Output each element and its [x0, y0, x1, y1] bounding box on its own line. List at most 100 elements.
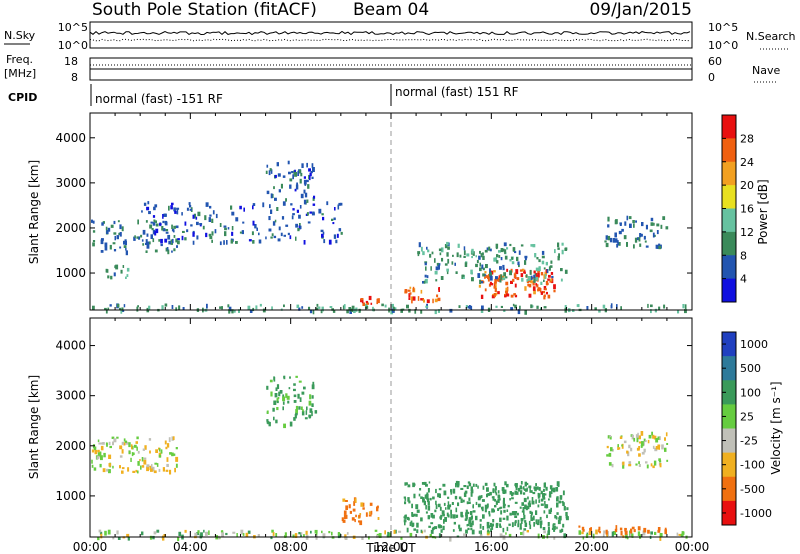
- power-echo-cell: [101, 222, 104, 226]
- power-echo-cell: [192, 240, 195, 245]
- velocity-echo-cell: [640, 444, 643, 448]
- power-echo-cell: [152, 238, 155, 243]
- power-echo-cell: [273, 235, 277, 239]
- velocity-echo-cell: [503, 509, 506, 513]
- velocity-echo-cell: [540, 498, 544, 502]
- velocity-echo-cell: [404, 501, 407, 505]
- power-colorbar-swatch: [722, 115, 736, 139]
- velocity-echo-cell: [547, 526, 550, 531]
- velocity-echo-cell: [507, 504, 510, 508]
- velocity-echo-cell: [119, 445, 123, 450]
- velocity-echo-cell: [553, 536, 556, 540]
- velocity-echo-cell: [561, 528, 564, 533]
- velocity-echo-cell: [463, 533, 466, 536]
- power-echo-cell: [294, 169, 296, 173]
- velocity-echo-cell: [322, 533, 326, 538]
- power-echo-cell: [447, 258, 450, 264]
- velocity-echo-cell: [221, 530, 223, 533]
- power-echo-cell: [497, 291, 500, 295]
- velocity-echo-cell: [439, 506, 442, 511]
- power-echo-cell: [227, 304, 230, 308]
- velocity-echo-cell: [428, 525, 431, 528]
- velocity-echo-cell: [444, 517, 447, 522]
- power-echo-cell: [543, 279, 545, 282]
- power-echo-cell: [633, 244, 635, 249]
- power-echo-cell: [414, 309, 417, 314]
- velocity-echo-cell: [511, 511, 514, 516]
- power-echo-cell: [424, 278, 428, 284]
- power-echo-cell: [303, 199, 307, 205]
- velocity-echo-cell: [482, 485, 485, 490]
- power-echo-cell: [170, 242, 173, 245]
- velocity-echo-cell: [162, 467, 165, 472]
- freq-label-line1: Freq.: [6, 53, 33, 66]
- power-echo-cell: [92, 242, 95, 247]
- velocity-echo-cell: [657, 436, 660, 440]
- velocity-echo-cell: [515, 486, 518, 490]
- velocity-echo-cell: [447, 505, 451, 510]
- velocity-echo-cell: [293, 388, 296, 392]
- velocity-echo-cell: [468, 482, 472, 487]
- velocity-echo-cell: [155, 449, 158, 453]
- velocity-echo-cell: [530, 517, 534, 521]
- power-echo-cell: [538, 266, 541, 272]
- velocity-echo-cell: [269, 379, 273, 383]
- power-echo-cell: [173, 248, 176, 252]
- velocity-echo-cell: [642, 530, 646, 536]
- velocity-echo-cell: [137, 450, 140, 454]
- velocity-echo-cell: [156, 529, 160, 533]
- velocity-echo-cell: [430, 522, 434, 525]
- velocity-echo-cell: [462, 499, 465, 503]
- power-echo-cell: [230, 205, 233, 210]
- power-echo-cell: [495, 292, 498, 296]
- power-echo-cell: [184, 237, 187, 241]
- power-echo-cell: [546, 282, 549, 285]
- time-tick-label: 00:00: [73, 540, 108, 554]
- power-echo-cell: [602, 304, 606, 309]
- velocity-colorbar-tick-label: 100: [740, 386, 761, 399]
- velocity-echo-cell: [658, 436, 661, 441]
- power-echo-cell: [560, 278, 563, 282]
- power-echo-cell: [176, 207, 180, 210]
- velocity-echo-cell: [427, 501, 430, 506]
- power-echo-cell: [269, 204, 271, 209]
- velocity-echo-cell: [158, 448, 161, 452]
- velocity-echo-cell: [274, 393, 278, 398]
- power-echo-cell: [334, 207, 336, 211]
- velocity-echo-cell: [447, 496, 450, 499]
- velocity-echo-cell: [337, 532, 340, 536]
- power-echo-cell: [109, 244, 112, 250]
- velocity-echo-cell: [550, 507, 552, 512]
- velocity-echo-cell: [631, 434, 634, 440]
- velocity-echo-cell: [477, 496, 481, 501]
- velocity-ytick-label: 4000: [55, 339, 86, 353]
- power-echo-cell: [479, 262, 481, 267]
- velocity-echo-cell: [108, 441, 111, 446]
- power-echo-cell: [278, 189, 281, 193]
- power-echo-cell: [518, 264, 520, 268]
- power-echo-cell: [168, 240, 171, 245]
- power-echo-cell: [505, 276, 508, 279]
- velocity-echo-cell: [622, 461, 625, 466]
- velocity-echo-cell: [508, 523, 511, 526]
- power-echo-cell: [446, 241, 449, 246]
- power-echo-cell: [557, 242, 560, 248]
- power-echo-cell: [211, 231, 214, 236]
- velocity-echo-cell: [136, 436, 139, 440]
- velocity-echo-cell: [472, 505, 474, 508]
- power-echo-cell: [268, 228, 272, 232]
- velocity-echo-cell: [619, 436, 623, 439]
- plot-title: South Pole Station (fitACF): [92, 0, 317, 20]
- velocity-echo-cell: [362, 502, 365, 507]
- cpid-segment-2: normal (fast) 151 RF: [395, 85, 519, 99]
- power-echo-cell: [277, 238, 281, 242]
- velocity-echo-cell: [140, 465, 142, 470]
- velocity-echo-cell: [166, 463, 169, 467]
- velocity-echo-cell: [152, 535, 155, 540]
- velocity-echo-cell: [659, 533, 663, 538]
- velocity-echo-cell: [429, 534, 432, 538]
- velocity-echo-cell: [286, 395, 290, 400]
- power-echo-cell: [306, 162, 308, 168]
- velocity-echo-cell: [602, 533, 605, 537]
